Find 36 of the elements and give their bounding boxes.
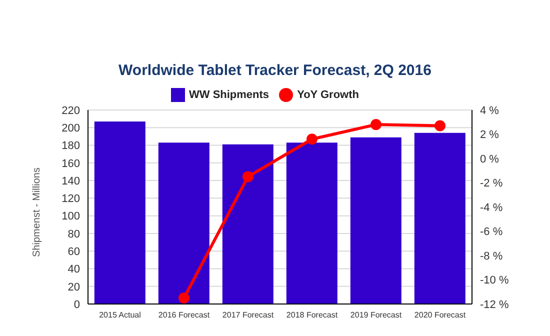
point xyxy=(306,134,318,145)
chart-title: Worldwide Tablet Tracker Forecast, 2Q 2016 xyxy=(118,62,432,81)
y-tick-label: 120 xyxy=(62,193,80,206)
y-tick-label: 0 xyxy=(74,298,80,311)
y2-tick-label: -8 % xyxy=(480,250,503,262)
y2-tick-label: 0 % xyxy=(480,153,500,166)
x-tick-label: 2019 Forecast xyxy=(350,310,402,320)
y2-tick-label: 2 % xyxy=(480,129,500,142)
y-tick-label: 60 xyxy=(68,246,80,258)
point xyxy=(370,119,382,130)
x-tick-label: 2018 Forecast xyxy=(286,310,338,320)
y-tick-label: 180 xyxy=(62,140,80,152)
y-tick-label: 20 xyxy=(68,281,80,294)
y2-tick-label: -4 % xyxy=(480,202,503,214)
y2-tick-label: 4 % xyxy=(480,104,500,117)
y-tick-label: 80 xyxy=(68,228,80,240)
y2-tick-label: -6 % xyxy=(480,226,503,238)
point xyxy=(434,120,446,132)
y2-tick-label: -10 % xyxy=(480,274,509,287)
y-tick-label: 160 xyxy=(62,158,80,170)
x-tick-label: 2020 Forecast xyxy=(414,310,466,320)
legend-label: YoY Growth xyxy=(297,88,359,101)
y2-tick-label: -2 % xyxy=(480,178,503,190)
y-axis-title: Shipmenst - Millions xyxy=(32,168,43,257)
point xyxy=(242,171,254,182)
y2-tick-label: -12 % xyxy=(480,298,509,311)
x-tick-label: 2017 Forecast xyxy=(222,310,274,320)
x-tick-label: 2016 Forecast xyxy=(158,310,210,320)
y-tick-label: 140 xyxy=(62,175,80,188)
y-tick-label: 40 xyxy=(68,264,80,276)
point xyxy=(178,292,190,304)
y-tick-label: 200 xyxy=(62,122,80,135)
y-tick-label: 100 xyxy=(62,210,80,223)
y-tick-label: 220 xyxy=(62,104,80,117)
legend-label: WW Shipments xyxy=(189,88,270,101)
x-tick-label: 2015 Actual xyxy=(99,310,142,320)
